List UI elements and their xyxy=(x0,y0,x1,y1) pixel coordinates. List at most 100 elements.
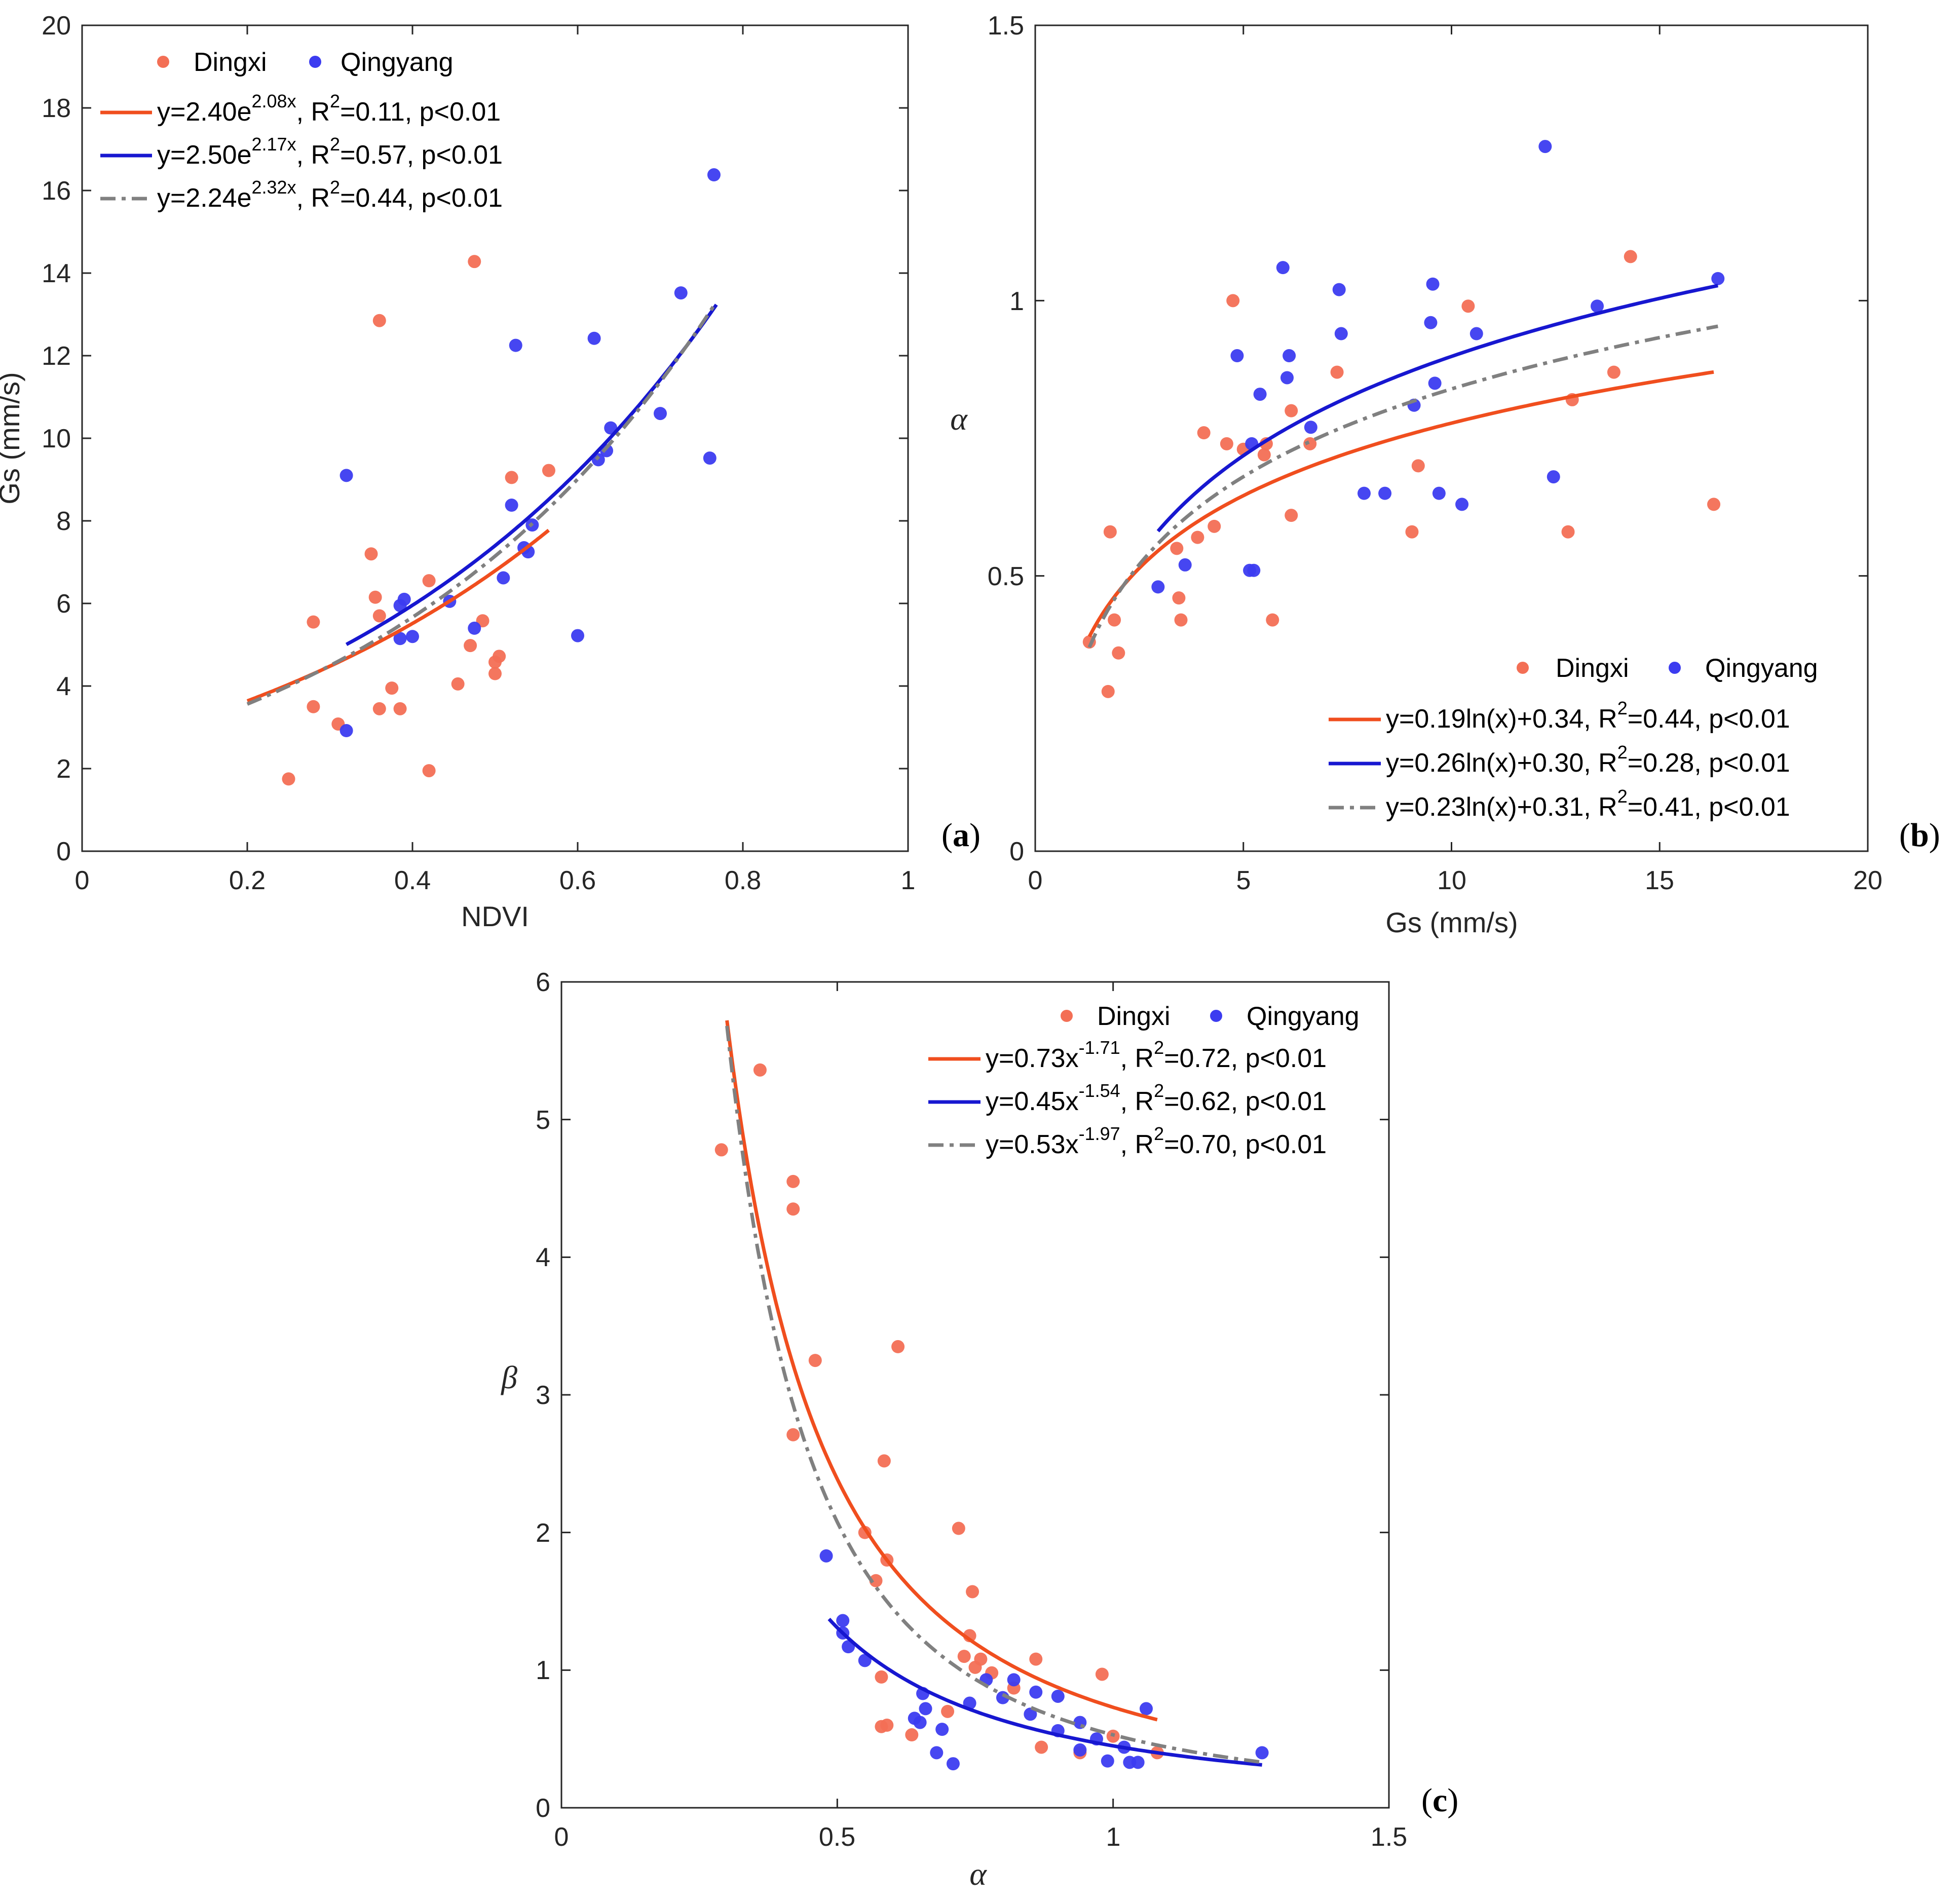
data-point-dingxi xyxy=(542,464,555,477)
legend-series-label: Qingyang xyxy=(341,48,454,77)
x-axis: 0 0.2 0.4 0.6 0.8 1 xyxy=(75,866,916,895)
data-point-qingyang xyxy=(1591,299,1604,313)
data-point-dingxi xyxy=(952,1522,965,1535)
y-tick-label: 16 xyxy=(42,176,71,206)
data-point-qingyang xyxy=(1073,1743,1087,1757)
fit-curve-qingyang xyxy=(345,303,718,647)
data-point-qingyang xyxy=(946,1757,960,1771)
x-axis-label: Gs (mm/s) xyxy=(1385,906,1518,938)
data-point-dingxi xyxy=(385,681,399,695)
data-point-qingyang xyxy=(819,1549,833,1563)
x-axis: 0 5 10 15 20 xyxy=(1028,866,1882,895)
data-point-qingyang xyxy=(1432,486,1446,500)
data-point-qingyang xyxy=(1711,272,1725,285)
panel-label: (a) xyxy=(941,817,981,854)
data-point-dingxi xyxy=(1220,437,1233,450)
data-point-dingxi xyxy=(869,1574,883,1587)
plot-marks xyxy=(1034,24,1869,852)
y-tick-label: 4 xyxy=(56,672,71,701)
data-point-qingyang xyxy=(935,1723,949,1736)
x-tick-label: 0.8 xyxy=(725,866,761,895)
panel-label: (c) xyxy=(1421,1782,1458,1819)
data-point-qingyang xyxy=(1051,1689,1065,1703)
data-point-dingxi xyxy=(282,772,295,786)
data-point-dingxi xyxy=(714,1143,728,1157)
y-tick-label: 2 xyxy=(536,1518,550,1548)
y-axis-label: α xyxy=(950,401,968,437)
data-point-qingyang xyxy=(1230,349,1244,362)
legend-fit-text: y=0.45x-1.54, R2=0.62, p<0.01 xyxy=(986,1080,1327,1116)
data-point-qingyang xyxy=(1276,261,1290,275)
data-point-dingxi xyxy=(1405,525,1419,539)
data-point-dingxi xyxy=(1411,459,1425,473)
legend-series-label: Qingyang xyxy=(1247,1002,1360,1031)
data-point-dingxi xyxy=(1330,365,1344,379)
data-point-qingyang xyxy=(587,331,601,345)
data-point-dingxi xyxy=(1191,530,1204,544)
data-point-qingyang xyxy=(1007,1673,1021,1687)
data-point-dingxi xyxy=(1303,437,1317,450)
data-point-dingxi xyxy=(808,1354,822,1367)
y-axis: 0 0.5 1 1.5 xyxy=(988,11,1024,866)
data-point-qingyang xyxy=(1424,316,1438,329)
data-point-dingxi xyxy=(786,1428,800,1441)
data-point-dingxi xyxy=(372,702,386,715)
y-tick-label: 18 xyxy=(42,94,71,123)
x-tick-label: 10 xyxy=(1437,866,1466,895)
data-point-qingyang xyxy=(1332,283,1346,296)
data-point-qingyang xyxy=(1428,376,1442,390)
data-point-dingxi xyxy=(1197,426,1211,440)
data-point-dingxi xyxy=(1174,613,1188,627)
x-tick-label: 0.4 xyxy=(394,866,431,895)
data-point-dingxi xyxy=(1095,1667,1109,1681)
data-point-dingxi xyxy=(941,1704,955,1718)
x-axis-label: NDVI xyxy=(461,900,529,932)
data-point-qingyang xyxy=(1131,1756,1145,1769)
data-point-qingyang xyxy=(1151,580,1165,594)
x-tick-label: 15 xyxy=(1645,866,1674,895)
data-point-dingxi xyxy=(786,1174,800,1188)
data-point-dingxi xyxy=(1561,525,1575,539)
data-point-dingxi xyxy=(1112,646,1125,660)
y-tick-label: 0 xyxy=(536,1794,550,1823)
data-point-dingxi xyxy=(1266,613,1279,627)
legend-fit-text: y=2.50e2.17x, R2=0.57, p<0.01 xyxy=(157,134,503,170)
data-point-qingyang xyxy=(1255,1746,1269,1760)
data-point-dingxi xyxy=(393,702,407,715)
data-point-dingxi xyxy=(957,1650,971,1663)
panel-a: 0 0.2 0.4 0.6 0.8 1 0 2 4 6 8 10 12 14 1… xyxy=(0,11,981,932)
data-point-qingyang xyxy=(1101,1754,1114,1768)
y-tick-label: 0 xyxy=(56,837,71,866)
fit-curve-qingyang xyxy=(827,1618,1262,1767)
data-point-dingxi xyxy=(368,590,382,604)
panel-b: 0 5 10 15 20 0 0.5 1 1.5 Gs (mm/s) α Din… xyxy=(950,11,1940,938)
data-point-qingyang xyxy=(1073,1716,1087,1729)
data-point-dingxi xyxy=(364,547,378,561)
plot-marks xyxy=(81,24,909,852)
y-axis: 0 2 4 6 8 10 12 14 16 18 20 xyxy=(42,11,71,866)
legend-marker-dingxi xyxy=(1517,662,1529,674)
y-tick-label: 4 xyxy=(536,1243,550,1272)
data-point-dingxi xyxy=(1208,519,1221,533)
data-point-dingxi xyxy=(307,700,320,713)
data-point-dingxi xyxy=(1035,1740,1048,1754)
data-point-dingxi xyxy=(505,471,518,484)
y-axis-label: Gs (mm/s) xyxy=(0,372,25,504)
legend-marker-qingyang xyxy=(1669,662,1681,674)
data-point-dingxi xyxy=(1285,509,1298,522)
legend: Dingxi Qingyang y=0.19ln(x)+0.34, R2=0.4… xyxy=(1329,654,1818,822)
fit-curve-all xyxy=(1087,324,1718,649)
data-point-dingxi xyxy=(753,1063,767,1077)
data-point-qingyang xyxy=(913,1716,927,1729)
legend-fit-text: y=0.73x-1.71, R2=0.72, p<0.01 xyxy=(986,1037,1327,1073)
data-point-dingxi xyxy=(875,1670,888,1684)
data-point-dingxi xyxy=(1101,685,1115,698)
data-point-qingyang xyxy=(340,724,353,738)
data-point-qingyang xyxy=(1334,327,1348,340)
y-tick-label: 5 xyxy=(536,1106,550,1135)
legend-fit-text: y=2.24e2.32x, R2=0.44, p<0.01 xyxy=(157,177,503,213)
data-point-qingyang xyxy=(1024,1707,1037,1721)
data-point-qingyang xyxy=(1029,1685,1043,1699)
y-tick-label: 6 xyxy=(56,589,71,619)
data-point-qingyang xyxy=(1538,140,1552,154)
